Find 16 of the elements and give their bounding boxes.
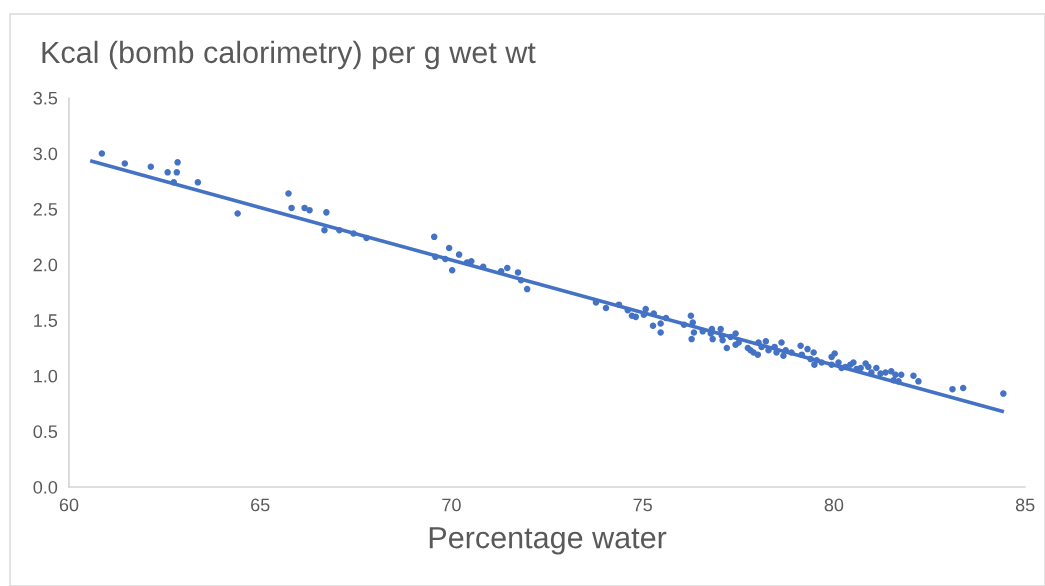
x-tick-label: 80: [824, 498, 844, 512]
x-tick-label: 75: [633, 498, 652, 512]
x-tick-label: 70: [442, 498, 461, 512]
x-tick-label: 60: [59, 498, 79, 512]
y-tick-label: 1.0: [34, 369, 58, 383]
y-tick-label: 2.0: [33, 258, 58, 272]
y-tick-label: 2.5: [33, 202, 58, 216]
x-tick-label: 65: [251, 498, 270, 512]
y-tick-label: 0.0: [33, 480, 58, 494]
chart-title: Kcal (bomb calorimetry) per g wet wt: [42, 40, 536, 70]
y-tick-label: 1.5: [34, 314, 58, 327]
x-axis-title: Percentage water: [429, 527, 667, 555]
x-tick-label: 85: [1015, 498, 1035, 512]
y-tick-label: 3.5: [33, 91, 58, 105]
y-tick-label: 0.5: [33, 425, 58, 439]
y-tick-label: 3.0: [33, 147, 58, 161]
